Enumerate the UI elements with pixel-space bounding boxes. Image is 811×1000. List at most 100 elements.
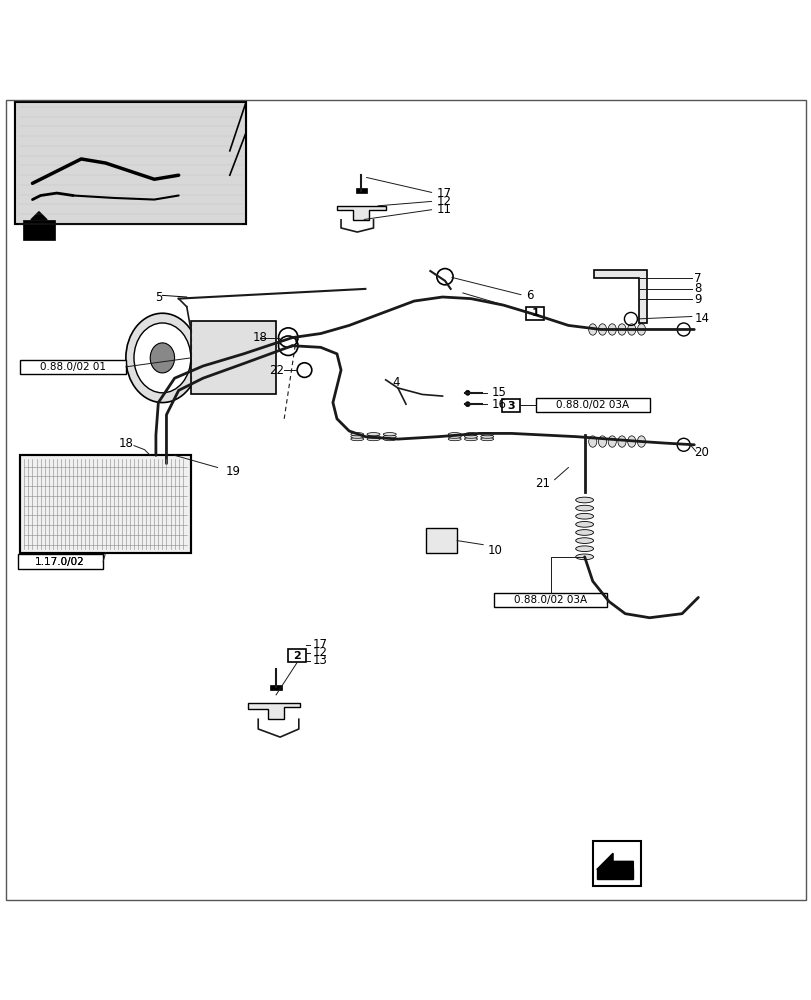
Ellipse shape	[575, 538, 593, 543]
Bar	[526, 307, 543, 320]
Polygon shape	[247, 703, 300, 719]
Text: 16: 16	[491, 398, 505, 411]
Ellipse shape	[480, 437, 493, 441]
Text: 18: 18	[118, 437, 133, 450]
Ellipse shape	[575, 546, 593, 552]
Text: 10: 10	[487, 544, 501, 557]
Ellipse shape	[367, 435, 380, 438]
Text: 12: 12	[436, 195, 451, 208]
Ellipse shape	[480, 433, 493, 436]
Bar	[15, 102, 246, 224]
Text: 15: 15	[491, 386, 505, 399]
Text: 1.17.0/02: 1.17.0/02	[35, 557, 85, 567]
Bar	[355, 188, 367, 193]
Text: 21: 21	[534, 477, 549, 490]
Ellipse shape	[383, 437, 396, 441]
Bar	[18, 554, 103, 569]
Text: 11: 11	[436, 203, 451, 216]
Polygon shape	[31, 212, 47, 220]
Text: 18: 18	[253, 331, 268, 344]
Ellipse shape	[598, 436, 606, 447]
Text: 0.88.0/02 01: 0.88.0/02 01	[40, 362, 106, 372]
Ellipse shape	[350, 435, 363, 438]
Text: 5: 5	[154, 291, 162, 304]
Text: 1: 1	[530, 308, 539, 318]
Text: 19: 19	[225, 465, 240, 478]
Ellipse shape	[159, 477, 174, 481]
Bar	[20, 455, 191, 553]
Text: 0.88.0/02 03A: 0.88.0/02 03A	[513, 595, 586, 605]
Ellipse shape	[607, 324, 616, 335]
Ellipse shape	[617, 436, 625, 447]
Ellipse shape	[148, 477, 163, 481]
Ellipse shape	[464, 433, 477, 436]
Bar	[288, 649, 306, 662]
Ellipse shape	[637, 436, 645, 447]
Text: 12: 12	[312, 646, 327, 659]
Ellipse shape	[617, 324, 625, 335]
Ellipse shape	[575, 522, 593, 527]
Text: 20: 20	[693, 446, 708, 459]
Ellipse shape	[148, 472, 163, 476]
Ellipse shape	[464, 435, 477, 438]
Bar	[592, 841, 641, 886]
Ellipse shape	[588, 436, 596, 447]
Bar	[535, 398, 649, 412]
Ellipse shape	[465, 402, 470, 407]
Ellipse shape	[607, 436, 616, 447]
Text: 6: 6	[526, 289, 533, 302]
Text: 22: 22	[269, 364, 284, 377]
Ellipse shape	[150, 343, 174, 373]
Ellipse shape	[448, 437, 461, 441]
Bar	[501, 399, 519, 412]
Text: 17: 17	[436, 187, 451, 200]
Ellipse shape	[159, 467, 174, 471]
Ellipse shape	[350, 437, 363, 441]
Text: 14: 14	[693, 312, 708, 325]
Ellipse shape	[159, 472, 174, 476]
Ellipse shape	[598, 324, 606, 335]
Ellipse shape	[448, 435, 461, 438]
Text: 1.17.0/02: 1.17.0/02	[35, 557, 85, 567]
Bar	[493, 593, 607, 607]
Bar	[596, 869, 633, 879]
Polygon shape	[596, 853, 633, 869]
Ellipse shape	[627, 324, 635, 335]
Ellipse shape	[367, 437, 380, 441]
Text: 3: 3	[506, 401, 514, 411]
Text: 13: 13	[312, 654, 327, 667]
Ellipse shape	[575, 530, 593, 535]
Ellipse shape	[159, 482, 174, 486]
Ellipse shape	[464, 437, 477, 441]
Text: 2: 2	[293, 651, 301, 661]
Bar	[270, 685, 281, 690]
Ellipse shape	[465, 390, 470, 395]
Ellipse shape	[575, 554, 593, 560]
Bar	[20, 360, 126, 374]
Ellipse shape	[134, 323, 191, 393]
Ellipse shape	[350, 433, 363, 436]
Text: 4: 4	[392, 376, 400, 389]
Ellipse shape	[159, 457, 174, 461]
Bar	[20, 455, 191, 553]
Ellipse shape	[148, 457, 163, 461]
Ellipse shape	[588, 324, 596, 335]
Ellipse shape	[637, 324, 645, 335]
Ellipse shape	[148, 467, 163, 471]
Text: 0.88.0/02 03A: 0.88.0/02 03A	[556, 400, 629, 410]
Text: 17: 17	[312, 638, 327, 651]
Ellipse shape	[383, 433, 396, 436]
Bar	[15, 102, 246, 224]
Ellipse shape	[627, 436, 635, 447]
Text: 8: 8	[693, 282, 701, 295]
Ellipse shape	[148, 462, 163, 466]
Ellipse shape	[148, 482, 163, 486]
Ellipse shape	[383, 435, 396, 438]
Ellipse shape	[448, 433, 461, 436]
Bar	[23, 220, 55, 240]
Bar	[426, 528, 457, 553]
Ellipse shape	[575, 513, 593, 519]
Ellipse shape	[480, 435, 493, 438]
Ellipse shape	[367, 433, 380, 436]
Text: 7: 7	[693, 272, 701, 285]
